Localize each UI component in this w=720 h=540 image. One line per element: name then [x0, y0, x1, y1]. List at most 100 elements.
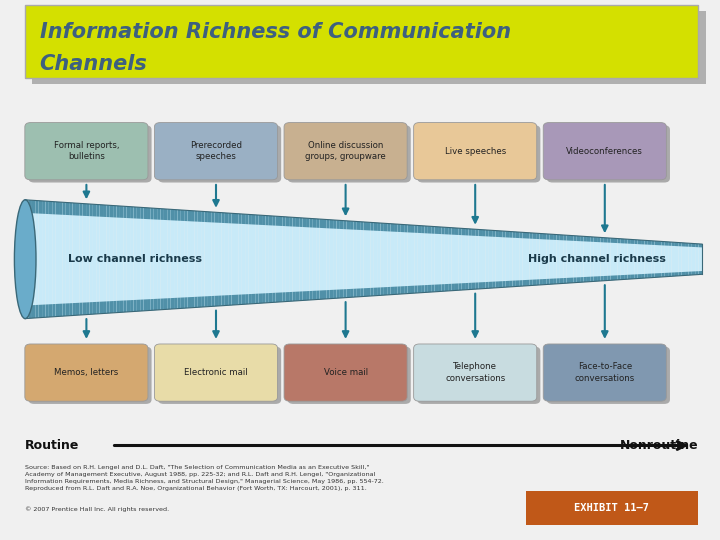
Polygon shape [262, 215, 266, 225]
Polygon shape [614, 238, 618, 280]
Polygon shape [391, 224, 394, 295]
Polygon shape [130, 300, 133, 312]
Polygon shape [668, 273, 672, 276]
Polygon shape [157, 299, 161, 310]
Polygon shape [323, 290, 326, 299]
Polygon shape [364, 288, 367, 296]
Polygon shape [668, 242, 672, 246]
Polygon shape [570, 278, 573, 283]
Polygon shape [42, 305, 45, 318]
Polygon shape [658, 241, 662, 277]
Polygon shape [177, 210, 181, 221]
Polygon shape [536, 279, 539, 285]
Polygon shape [428, 285, 431, 292]
Polygon shape [130, 207, 133, 218]
Polygon shape [177, 210, 181, 309]
Polygon shape [577, 236, 580, 241]
Polygon shape [49, 201, 53, 317]
Polygon shape [296, 218, 300, 227]
Polygon shape [475, 230, 479, 236]
Polygon shape [421, 226, 425, 293]
Polygon shape [536, 233, 539, 239]
Polygon shape [539, 233, 543, 285]
Polygon shape [408, 286, 411, 294]
Polygon shape [161, 208, 164, 220]
Polygon shape [678, 242, 682, 246]
Polygon shape [641, 240, 644, 245]
Polygon shape [161, 299, 164, 310]
Polygon shape [475, 230, 479, 289]
Polygon shape [404, 225, 408, 232]
Polygon shape [73, 203, 76, 215]
Polygon shape [441, 227, 445, 292]
Polygon shape [140, 207, 143, 311]
FancyBboxPatch shape [24, 344, 148, 401]
Polygon shape [140, 300, 143, 311]
FancyBboxPatch shape [413, 344, 537, 401]
Polygon shape [662, 241, 665, 277]
Polygon shape [503, 281, 505, 287]
Polygon shape [312, 219, 316, 228]
Polygon shape [194, 211, 198, 222]
Polygon shape [648, 274, 651, 278]
Polygon shape [350, 289, 354, 298]
Polygon shape [292, 217, 296, 227]
Polygon shape [96, 205, 99, 314]
Polygon shape [550, 234, 553, 240]
Polygon shape [310, 218, 312, 300]
Polygon shape [117, 301, 120, 313]
Polygon shape [143, 207, 147, 219]
Polygon shape [333, 289, 336, 299]
Polygon shape [611, 275, 614, 280]
Polygon shape [204, 212, 208, 222]
Polygon shape [672, 242, 675, 276]
Polygon shape [536, 233, 539, 285]
Polygon shape [248, 294, 252, 304]
Polygon shape [485, 230, 489, 288]
Polygon shape [282, 292, 286, 302]
Polygon shape [662, 241, 665, 246]
Polygon shape [428, 226, 431, 234]
Polygon shape [127, 206, 130, 312]
Polygon shape [553, 279, 557, 284]
Polygon shape [604, 238, 607, 281]
FancyBboxPatch shape [154, 123, 277, 180]
Polygon shape [654, 241, 658, 278]
Polygon shape [374, 222, 377, 231]
Polygon shape [346, 221, 350, 230]
Polygon shape [83, 302, 86, 315]
Polygon shape [235, 295, 238, 305]
FancyBboxPatch shape [158, 347, 281, 404]
Polygon shape [164, 209, 167, 220]
Polygon shape [336, 220, 340, 298]
Polygon shape [55, 202, 59, 316]
Polygon shape [25, 200, 29, 319]
Polygon shape [451, 284, 455, 291]
Polygon shape [475, 282, 479, 289]
Polygon shape [421, 226, 425, 233]
Polygon shape [117, 206, 120, 313]
Polygon shape [215, 296, 218, 306]
Polygon shape [384, 287, 387, 295]
Polygon shape [83, 204, 86, 315]
Polygon shape [137, 207, 140, 311]
Polygon shape [696, 244, 698, 247]
FancyBboxPatch shape [288, 125, 410, 183]
Polygon shape [638, 274, 641, 279]
Polygon shape [222, 213, 225, 223]
Polygon shape [73, 303, 76, 315]
Polygon shape [29, 305, 32, 319]
Polygon shape [232, 213, 235, 224]
Text: Face-to-Face
conversations: Face-to-Face conversations [575, 362, 635, 383]
Polygon shape [459, 228, 462, 291]
Polygon shape [560, 235, 563, 240]
Polygon shape [25, 200, 29, 213]
Polygon shape [654, 273, 658, 278]
Polygon shape [238, 214, 242, 305]
Polygon shape [380, 223, 384, 295]
Polygon shape [107, 205, 109, 217]
Polygon shape [201, 211, 204, 307]
FancyBboxPatch shape [544, 123, 667, 180]
Polygon shape [133, 300, 137, 312]
Polygon shape [127, 206, 130, 218]
